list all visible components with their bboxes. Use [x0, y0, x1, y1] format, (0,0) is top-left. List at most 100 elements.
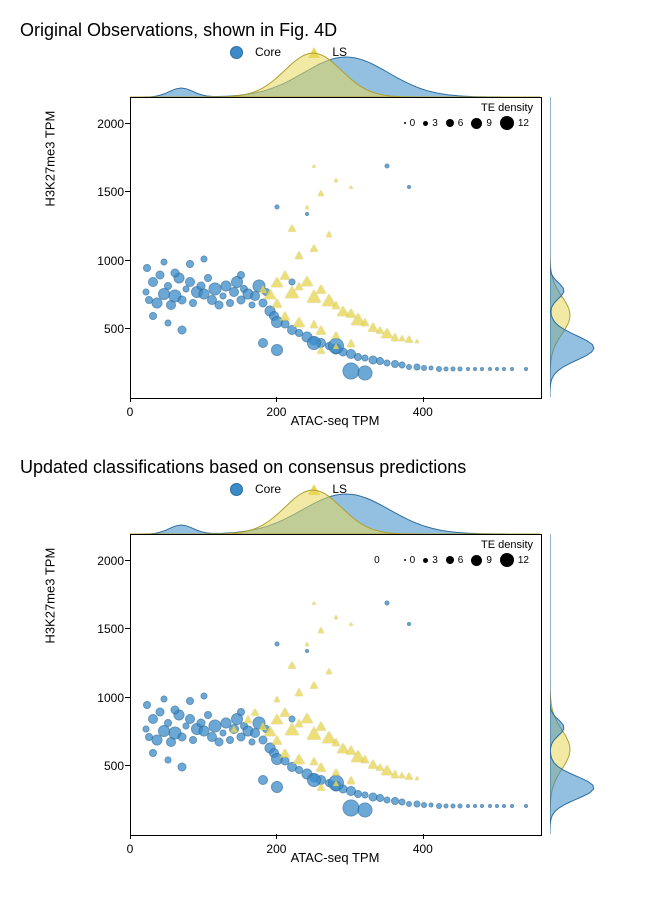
core-point	[214, 301, 223, 310]
core-point	[488, 804, 492, 808]
te-label: 6	[458, 555, 464, 566]
core-point	[436, 803, 442, 809]
ls-point	[280, 312, 290, 321]
te-dot	[446, 119, 454, 127]
te-dot	[423, 558, 428, 563]
x-axis-label: ATAC-seq TPM	[130, 850, 540, 865]
core-point	[143, 701, 151, 709]
y-axis-label: H3K27me3 TPM	[43, 111, 58, 207]
core-point	[271, 781, 283, 793]
ls-point	[347, 339, 355, 347]
core-point	[178, 732, 187, 741]
core-point	[189, 736, 197, 744]
y-axis: 500100015002000	[90, 534, 130, 834]
te-label: 6	[458, 118, 464, 129]
te-dot	[471, 555, 482, 566]
core-point	[398, 799, 405, 806]
core-point	[376, 794, 384, 802]
core-point	[164, 282, 172, 290]
core-point	[407, 622, 411, 626]
core-point	[406, 364, 412, 370]
core-point	[480, 804, 484, 808]
core-point	[229, 287, 239, 297]
te-label: 9	[486, 118, 492, 129]
core-point	[451, 803, 456, 808]
ls-point	[326, 231, 332, 237]
core-point	[201, 255, 208, 262]
core-point	[142, 288, 149, 295]
te-density-legend: TE density036912	[404, 102, 533, 130]
ls-point	[349, 185, 353, 188]
ls-point	[288, 224, 296, 231]
ls-point	[293, 754, 305, 764]
marginal-density-x	[130, 47, 540, 97]
ls-point	[301, 713, 313, 723]
ls-point	[333, 343, 339, 349]
y-axis-label: H3K27me3 TPM	[43, 548, 58, 644]
te-legend-title: TE density	[374, 539, 533, 551]
te-label: 0	[410, 118, 416, 129]
core-point	[204, 711, 212, 719]
figure-panel: Original Observations, shown in Fig. 4DC…	[20, 20, 632, 427]
ls-point	[317, 784, 325, 791]
core-point	[429, 803, 434, 808]
core-point	[354, 790, 362, 798]
ls-point	[295, 688, 303, 696]
core-point	[258, 775, 268, 785]
core-point	[524, 367, 528, 371]
core-point	[178, 762, 187, 771]
core-point	[170, 268, 179, 277]
core-point	[226, 736, 234, 744]
core-point	[170, 705, 179, 714]
te-dot	[423, 121, 428, 126]
ls-point	[333, 780, 339, 786]
ls-point	[332, 769, 340, 776]
core-point	[204, 274, 212, 282]
core-point	[502, 367, 506, 371]
ls-point	[332, 332, 340, 339]
core-point	[189, 299, 197, 307]
plot-area: Core LSTE density03691250010001500200002…	[40, 47, 600, 427]
core-point	[502, 804, 506, 808]
core-point	[429, 366, 434, 371]
te-dot	[500, 116, 514, 130]
ls-point	[301, 276, 313, 286]
plot-area: Core LSTE density00369125001000150020000…	[40, 484, 600, 864]
ls-point	[334, 615, 338, 619]
ls-point	[347, 776, 355, 784]
core-point	[421, 365, 427, 371]
core-point	[406, 801, 412, 807]
core-point	[385, 601, 390, 606]
core-point	[495, 367, 499, 371]
ls-point	[316, 762, 326, 771]
core-point	[271, 344, 283, 356]
y-tick-label: 2000	[97, 117, 124, 131]
core-point	[186, 260, 194, 268]
core-point	[186, 697, 194, 705]
ls-point	[349, 622, 353, 625]
core-point	[149, 749, 157, 757]
ls-point	[259, 285, 267, 293]
ls-point	[316, 325, 326, 334]
y-tick-label: 2000	[97, 554, 124, 568]
core-point	[458, 367, 463, 372]
core-point	[258, 338, 268, 348]
core-point	[436, 366, 442, 372]
ls-point	[399, 335, 405, 341]
core-point	[143, 264, 151, 272]
te-dot	[404, 122, 406, 124]
y-tick-label: 1000	[97, 254, 124, 268]
ls-point	[391, 770, 399, 778]
ls-point	[280, 749, 290, 758]
core-point	[178, 295, 187, 304]
ls-point	[274, 696, 280, 702]
ls-point	[272, 298, 282, 307]
core-point	[160, 258, 167, 265]
ls-point	[272, 735, 282, 744]
ls-point	[405, 336, 413, 343]
core-point	[495, 804, 499, 808]
ls-point	[280, 271, 290, 280]
core-point	[458, 804, 463, 809]
core-point	[275, 205, 280, 210]
ls-point	[280, 708, 290, 717]
